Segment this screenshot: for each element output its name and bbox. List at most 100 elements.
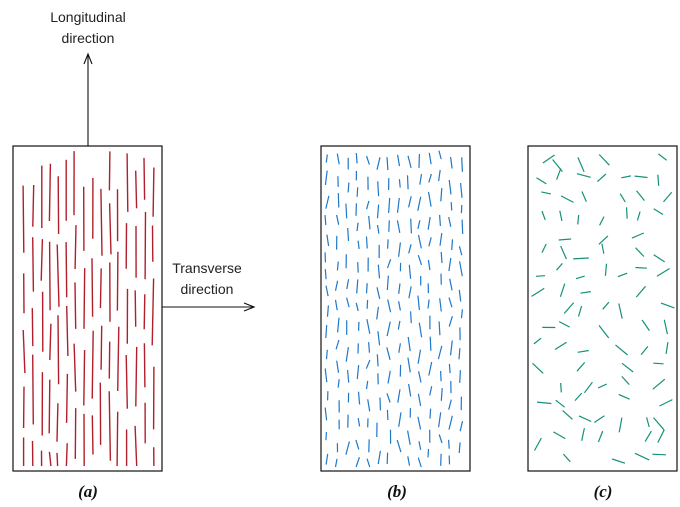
fiber-segment: [448, 316, 453, 327]
fiber-segment: [634, 175, 648, 179]
fiber-segment: [356, 279, 359, 294]
fiber-segment: [337, 317, 340, 333]
fiber-segment: [57, 315, 60, 385]
fiber-segment: [450, 202, 453, 211]
fiber-segment: [337, 379, 340, 388]
fiber-segment: [417, 457, 422, 468]
fiber-segment: [388, 197, 391, 213]
aligned-discontinuous-fibers: [324, 150, 464, 468]
fiber-segment: [558, 321, 570, 328]
fiber-segment: [377, 450, 381, 465]
fiber-segment: [407, 336, 411, 352]
fiber-segment: [407, 456, 411, 466]
panel-c-frame: [527, 145, 678, 472]
fiber-segment: [598, 235, 609, 245]
fiber-segment: [73, 343, 77, 392]
fiber-segment: [366, 458, 371, 468]
fiber-segment: [577, 214, 580, 225]
fiber-segment: [555, 399, 565, 408]
fiber-segment: [406, 175, 409, 190]
fiber-segment: [428, 237, 432, 247]
fiber-segment: [625, 207, 628, 219]
fiber-segment: [326, 305, 329, 317]
fiber-segment: [387, 370, 391, 384]
fiber-segment: [533, 337, 542, 345]
fiber-segment: [134, 290, 137, 327]
longitudinal-label-line1: Longitudinal: [50, 9, 126, 25]
fiber-segment: [583, 381, 593, 394]
fiber-segment: [386, 321, 391, 337]
fiber-segment: [325, 453, 329, 465]
fiber-segment: [143, 157, 146, 200]
fiber-segment: [83, 268, 86, 329]
fiber-segment: [336, 214, 340, 225]
fiber-segment: [376, 354, 379, 367]
fiber-segment: [143, 343, 146, 388]
fiber-segment: [634, 452, 650, 461]
fiber-segment: [48, 379, 51, 434]
fiber-segment: [408, 264, 412, 279]
fiber-segment: [459, 261, 463, 277]
fiber-segment: [427, 259, 431, 271]
fiber-segment: [410, 311, 412, 324]
fiber-segment: [152, 167, 155, 217]
fiber-segment: [576, 173, 591, 178]
fiber-segment: [417, 234, 422, 249]
transverse-arrow-icon: [162, 302, 256, 312]
fiber-segment: [615, 344, 628, 356]
fiber-segment: [408, 383, 412, 397]
fiber-segment: [601, 243, 605, 254]
fiber-segment: [438, 150, 442, 160]
fiber-segment: [346, 297, 350, 308]
fiber-segment: [554, 341, 567, 351]
random-discontinuous-fibers: [531, 153, 675, 464]
fiber-segment: [440, 370, 442, 382]
fiber-segment: [134, 425, 138, 467]
fiber-segment: [599, 216, 605, 226]
fiber-segment: [418, 322, 423, 338]
fiber-segment: [427, 191, 432, 207]
fiber-segment: [556, 263, 563, 271]
fiber-segment: [598, 154, 610, 166]
fiber-segment: [386, 393, 391, 403]
fiber-segment: [336, 360, 340, 373]
fiber-segment: [325, 349, 328, 360]
fiber-segment: [31, 308, 34, 347]
fiber-segment: [581, 427, 585, 441]
fiber-segment: [577, 157, 585, 173]
fiber-segment: [553, 431, 566, 440]
fiber-segment: [336, 153, 340, 165]
fiber-segment: [417, 393, 422, 407]
fiber-segment: [100, 325, 103, 370]
fiber-segment: [597, 430, 604, 443]
fiber-segment: [652, 453, 666, 456]
fiber-segment: [32, 184, 35, 227]
fiber-segment: [398, 343, 401, 353]
fiber-segment: [562, 410, 573, 420]
fiber-segment: [143, 294, 146, 330]
fiber-segment: [653, 254, 666, 263]
fiber-segment: [396, 197, 400, 213]
continuous-aligned-fibers: [22, 151, 155, 467]
fiber-segment: [597, 173, 607, 183]
fiber-segment: [346, 279, 350, 290]
fiber-segment: [541, 210, 546, 221]
fiber-segment: [367, 399, 371, 412]
fiber-segment: [635, 285, 646, 298]
fiber-segment: [438, 169, 441, 182]
fiber-segment: [398, 242, 401, 257]
fiber-segment: [357, 240, 360, 249]
fiber-segment: [653, 362, 664, 365]
fiber-segment: [347, 182, 350, 193]
fiber-segment: [325, 325, 328, 339]
fiber-segment: [56, 244, 60, 307]
fiber-segment: [74, 225, 77, 270]
fiber-segment: [460, 309, 463, 319]
fiber-segment: [396, 220, 401, 234]
fiber-segment: [448, 179, 452, 195]
fiber-segment: [387, 239, 389, 249]
fiber-segment: [83, 349, 86, 406]
fiber-segment: [458, 246, 463, 256]
fiber-segment: [641, 319, 650, 331]
fiber-segment: [48, 241, 51, 311]
